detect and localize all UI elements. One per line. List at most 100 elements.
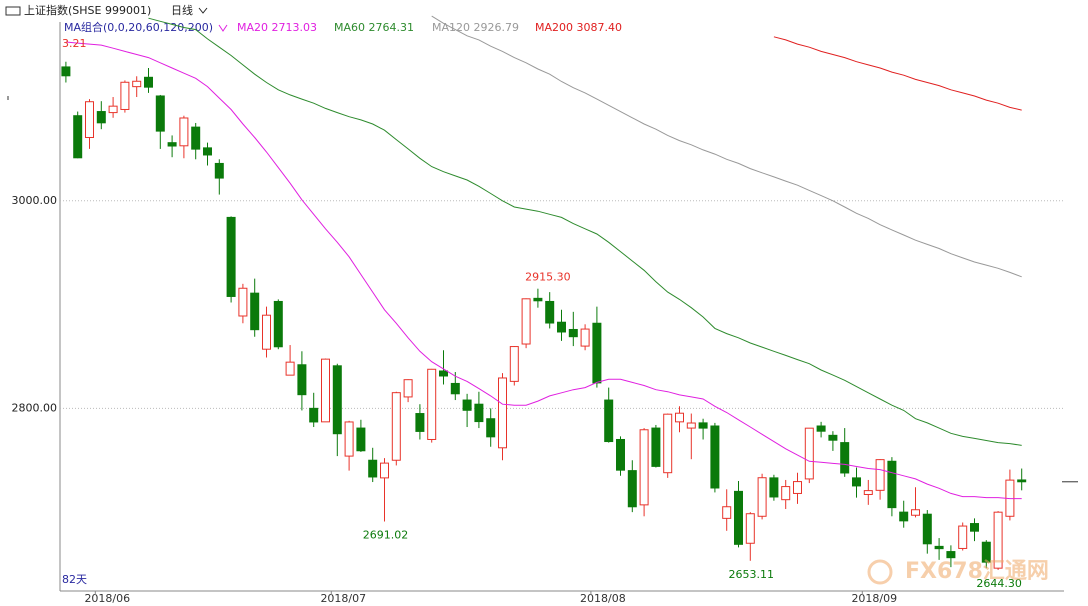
candle-body	[144, 76, 153, 88]
legend-entry: MA60 2764.31	[334, 21, 414, 34]
y-tick-label: 3000.00	[12, 194, 58, 207]
candle-body	[970, 523, 979, 532]
ma-line	[431, 15, 1022, 278]
legend-value: 2764.31	[369, 21, 415, 34]
candle-body	[946, 551, 956, 559]
legend-name: MA120	[432, 21, 470, 34]
candle-body	[922, 513, 932, 545]
legend-name: MA60	[334, 21, 365, 34]
legend-entry: MA120 2926.79	[432, 21, 519, 34]
ma-chevron[interactable]	[218, 24, 228, 32]
candle-body	[226, 216, 236, 297]
period-selector[interactable]: 日线	[171, 3, 193, 17]
candle-body	[604, 399, 614, 443]
legend-value: 2926.79	[474, 21, 520, 34]
candle-body	[580, 328, 590, 347]
candle-body	[179, 117, 189, 147]
candle-body	[403, 379, 413, 398]
candle-body	[167, 142, 177, 147]
candle-body	[61, 66, 71, 77]
candle-body	[557, 321, 566, 333]
legend-name: MA20	[237, 21, 268, 34]
candle-body	[285, 361, 295, 376]
legend-entry: MA20 2713.03	[237, 21, 317, 34]
candle-body	[521, 298, 531, 345]
ma-title[interactable]: MA组合(0,0,20,60,120,200)	[64, 20, 213, 34]
ma-line	[773, 36, 1022, 111]
candle-body	[722, 506, 732, 519]
candle-body	[356, 427, 366, 452]
candle-body	[155, 95, 165, 132]
annotation: 3.21	[62, 37, 87, 50]
candle-body	[1017, 479, 1027, 483]
candle-body	[238, 287, 248, 317]
x-tick-label: 2018/08	[580, 592, 626, 605]
candle-body	[309, 407, 319, 423]
candle-body	[769, 477, 779, 498]
candle-body	[297, 364, 307, 396]
candle-body	[462, 399, 472, 411]
candle-body	[250, 292, 260, 331]
legend-name: MA200	[535, 21, 573, 34]
candle-body	[450, 382, 460, 395]
watermark: FX678汇通网	[905, 559, 1049, 584]
legend-value: 3087.40	[577, 21, 623, 34]
candle-body	[132, 80, 142, 88]
candle-body	[863, 490, 873, 495]
candle-body	[627, 470, 637, 508]
instrument-icon[interactable]	[5, 6, 21, 16]
candle-body	[616, 438, 625, 471]
candle-body	[73, 115, 83, 159]
candle-body	[191, 126, 201, 150]
candle-body	[958, 525, 968, 549]
candle-body	[981, 541, 991, 563]
candle-body	[415, 413, 425, 432]
candle-body	[427, 368, 437, 440]
candle-body	[781, 486, 791, 501]
candle-body	[380, 462, 389, 479]
legend-entry: MA200 3087.40	[535, 21, 622, 34]
candle-body	[804, 427, 814, 480]
x-tick-label: 2018/09	[851, 592, 897, 605]
watermark-logo	[867, 559, 893, 585]
candle-body	[391, 392, 401, 461]
candle-body	[710, 425, 720, 489]
ma-line	[148, 17, 1022, 446]
x-tick-label: 2018/07	[320, 592, 366, 605]
candle-body	[344, 421, 354, 457]
candle-body	[332, 365, 342, 435]
instrument-name[interactable]: 上证指数(SHSE 999001)	[24, 3, 151, 17]
annotation: 2653.11	[729, 568, 775, 581]
candle-body	[85, 101, 94, 138]
candle-body	[486, 418, 496, 438]
days-label: 82天	[62, 573, 87, 586]
ma-line	[65, 41, 1022, 500]
candle-body	[214, 162, 224, 179]
candle-body	[509, 346, 519, 382]
y-tick-label: 2800.00	[12, 401, 58, 414]
candle-body	[911, 509, 920, 516]
annotation: 2915.30	[525, 271, 571, 284]
annotation: 2644.30	[976, 577, 1022, 590]
candle-body	[993, 511, 1003, 569]
candle-body	[321, 358, 330, 423]
candle-body	[734, 490, 743, 545]
x-tick-label: 2018/06	[84, 592, 130, 605]
candle-body	[568, 328, 578, 338]
period-chevron[interactable]	[198, 7, 208, 14]
candle-body	[757, 477, 767, 517]
candle-body	[120, 81, 130, 110]
candle-body	[745, 513, 755, 544]
candle-body	[816, 425, 826, 432]
candle-body	[651, 427, 661, 467]
candle-body	[875, 459, 885, 491]
candle-body	[474, 403, 484, 423]
candle-body	[899, 511, 909, 522]
candle-body	[887, 460, 897, 509]
candle-body	[663, 413, 673, 474]
candle-body	[675, 412, 684, 423]
candle-body	[108, 105, 118, 114]
